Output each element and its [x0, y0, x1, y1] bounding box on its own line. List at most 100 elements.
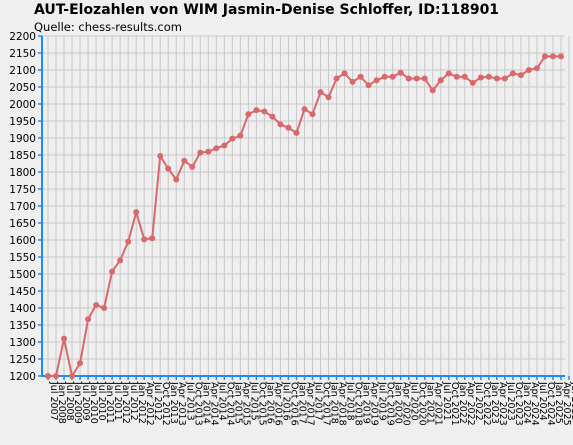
- x-tick-label: Jan 2016: [264, 381, 275, 424]
- x-tick-label: Jan 2023: [489, 381, 500, 424]
- y-tick-label: 1750: [9, 184, 36, 196]
- x-tick-label: Jul 2008: [64, 381, 75, 421]
- x-tick-label: Jan 2022: [457, 381, 468, 424]
- data-point: [421, 75, 428, 82]
- y-tick-label: 1300: [9, 337, 36, 349]
- data-point: [485, 73, 492, 80]
- data-point: [285, 124, 292, 131]
- x-tick-label: Jul 2016: [280, 381, 291, 421]
- x-tick-label: Jul 2012: [152, 381, 163, 421]
- data-point: [413, 75, 420, 82]
- y-tick-label: 1800: [9, 167, 36, 179]
- x-tick-label: Jan 2011: [104, 381, 115, 424]
- data-point: [229, 135, 236, 142]
- data-point: [173, 176, 180, 183]
- data-point: [293, 129, 300, 136]
- x-tick-label: Jan 2010: [88, 381, 99, 424]
- x-tick-label: Apr 2025: [561, 382, 572, 426]
- x-tick-label: Oct 2015: [256, 382, 267, 426]
- x-tick-label: Jul 2011: [112, 381, 123, 421]
- x-tick-label: Jan 2019: [361, 381, 372, 424]
- y-tick-label: 2000: [9, 99, 36, 111]
- x-tick-label: Oct 2017: [321, 382, 332, 426]
- data-point: [365, 82, 372, 89]
- x-tick-label: Jul 2015: [248, 381, 259, 421]
- x-tick-label: Jul 2013: [184, 381, 195, 421]
- data-point: [549, 53, 556, 60]
- x-tick-label: Apr 2017: [304, 382, 315, 426]
- x-tick-label: Oct 2012: [160, 382, 171, 426]
- y-tick-label: 1250: [9, 354, 36, 366]
- data-point: [157, 153, 164, 160]
- x-tick-label: Oct 2022: [481, 382, 492, 426]
- data-point: [253, 107, 260, 114]
- x-tick-label: Jan 2014: [200, 381, 211, 424]
- chart-title: AUT-Elozahlen von WIM Jasmin-Denise Schl…: [34, 2, 500, 18]
- data-point: [397, 69, 404, 76]
- data-point: [45, 373, 51, 379]
- y-tick-label: 1950: [9, 116, 36, 128]
- data-point: [221, 142, 228, 149]
- x-tick-label: Oct 2018: [353, 382, 364, 426]
- x-tick-label: Oct 2019: [385, 382, 396, 426]
- data-point: [533, 65, 540, 72]
- data-point: [181, 157, 188, 164]
- data-point: [213, 145, 220, 152]
- y-tick-label: 2150: [9, 48, 36, 60]
- data-point: [429, 87, 436, 94]
- data-point: [301, 106, 308, 113]
- x-tick-label: Jan 2017: [296, 381, 307, 424]
- data-point: [469, 79, 476, 86]
- data-point: [69, 373, 76, 379]
- y-tick-label: 1900: [9, 133, 36, 145]
- y-tick-label: 1200: [9, 371, 36, 383]
- data-point: [109, 268, 116, 275]
- y-tick-label: 1500: [9, 269, 36, 281]
- x-tick-label: Jan 2008: [56, 381, 67, 424]
- data-point: [381, 73, 388, 80]
- data-point: [453, 73, 460, 80]
- x-tick-label: Jan 2018: [329, 381, 340, 424]
- data-point: [349, 78, 356, 85]
- data-point: [205, 148, 212, 155]
- data-point: [93, 301, 100, 308]
- x-tick-label: Apr 2020: [401, 382, 412, 426]
- data-point: [261, 108, 268, 115]
- data-point: [445, 70, 452, 77]
- data-point: [493, 75, 500, 82]
- x-tick-label: Jul 2023: [505, 381, 516, 421]
- chart-subtitle: Quelle: chess-results.com: [34, 20, 182, 34]
- data-point: [373, 77, 380, 84]
- data-point: [117, 257, 124, 264]
- data-point: [509, 70, 516, 77]
- data-point: [125, 238, 132, 245]
- x-tick-label: Jul 2022: [473, 381, 484, 421]
- data-point: [85, 316, 92, 323]
- x-tick-label: Jan 2012: [136, 381, 147, 424]
- x-tick-label: Apr 2019: [369, 382, 380, 426]
- x-tick-label: Jan 2020: [393, 381, 404, 424]
- data-point: [165, 165, 172, 172]
- data-point: [557, 53, 564, 60]
- x-tick-label: Oct 2024: [545, 382, 556, 426]
- data-point: [461, 73, 468, 80]
- data-point: [197, 149, 204, 156]
- y-tick-label: 1400: [9, 303, 36, 315]
- x-tick-label: Apr 2021: [433, 382, 444, 426]
- y-tick-label: 1650: [9, 218, 36, 230]
- data-point: [61, 335, 68, 342]
- x-tick-label: Jul 2018: [345, 381, 356, 421]
- x-tick-label: Jul 2017: [313, 381, 324, 421]
- x-tick-label: Jul 2007: [48, 381, 59, 421]
- x-tick-label: Jul 2019: [377, 381, 388, 421]
- x-tick-label: Oct 2014: [224, 382, 235, 426]
- x-tick-label: Jul 2010: [96, 381, 107, 421]
- x-tick-label: Oct 2013: [192, 382, 203, 426]
- data-point: [437, 77, 444, 84]
- x-tick-label: Jul 2014: [216, 381, 227, 421]
- data-point: [333, 75, 340, 82]
- data-point: [245, 111, 252, 118]
- data-point: [541, 53, 548, 60]
